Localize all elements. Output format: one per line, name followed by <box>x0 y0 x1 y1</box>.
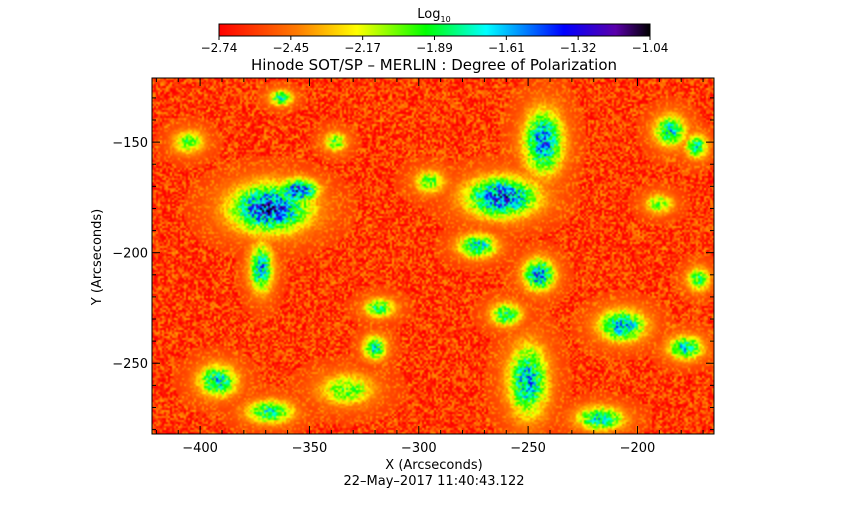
x-tick-label: −250 <box>510 441 546 456</box>
y-axis-label: Y (Arcseconds) <box>90 209 105 306</box>
heatmap-image <box>152 78 714 434</box>
colorbar: Log10 −2.74 −2.45 −2.17 −1.89 −1.61 −1.32 −1.0… <box>201 7 669 55</box>
colorbar-tick-label: −1.04 <box>632 41 669 55</box>
colorbar-ticks: −2.74 −2.45 −2.17 −1.89 −1.61 −1.32 −1.04 <box>201 36 669 55</box>
timestamp: 22–May–2017 11:40:43.122 <box>344 474 525 489</box>
x-axis: −400 −350 −300 −250 −200 <box>155 78 704 456</box>
colorbar-gradient <box>218 23 651 37</box>
x-tick-label: −300 <box>401 441 437 456</box>
x-tick-label: −350 <box>292 441 328 456</box>
y-tick-label: −250 <box>112 357 148 372</box>
x-tick-label: −200 <box>620 441 656 456</box>
colorbar-tick-label: −1.61 <box>488 41 525 55</box>
colorbar-tick-label: −1.89 <box>416 41 453 55</box>
plot-frame <box>151 77 715 435</box>
chart-title: Hinode SOT/SP – MERLIN : Degree of Polar… <box>251 56 617 74</box>
x-tick-label: −400 <box>182 441 218 456</box>
colorbar-tick-label: −1.32 <box>560 41 597 55</box>
y-tick-label: −150 <box>112 136 148 151</box>
colorbar-tick-label: −2.17 <box>344 41 381 55</box>
x-axis-label: X (Arcseconds) <box>385 458 482 473</box>
y-axis: −150 −200 −250 <box>112 97 714 431</box>
plot-area <box>151 77 715 435</box>
colorbar-tick-label: −2.45 <box>272 41 309 55</box>
colorbar-label: Log10 <box>417 7 450 24</box>
y-tick-label: −200 <box>112 247 148 262</box>
colorbar-tick-label: −2.74 <box>201 41 238 55</box>
